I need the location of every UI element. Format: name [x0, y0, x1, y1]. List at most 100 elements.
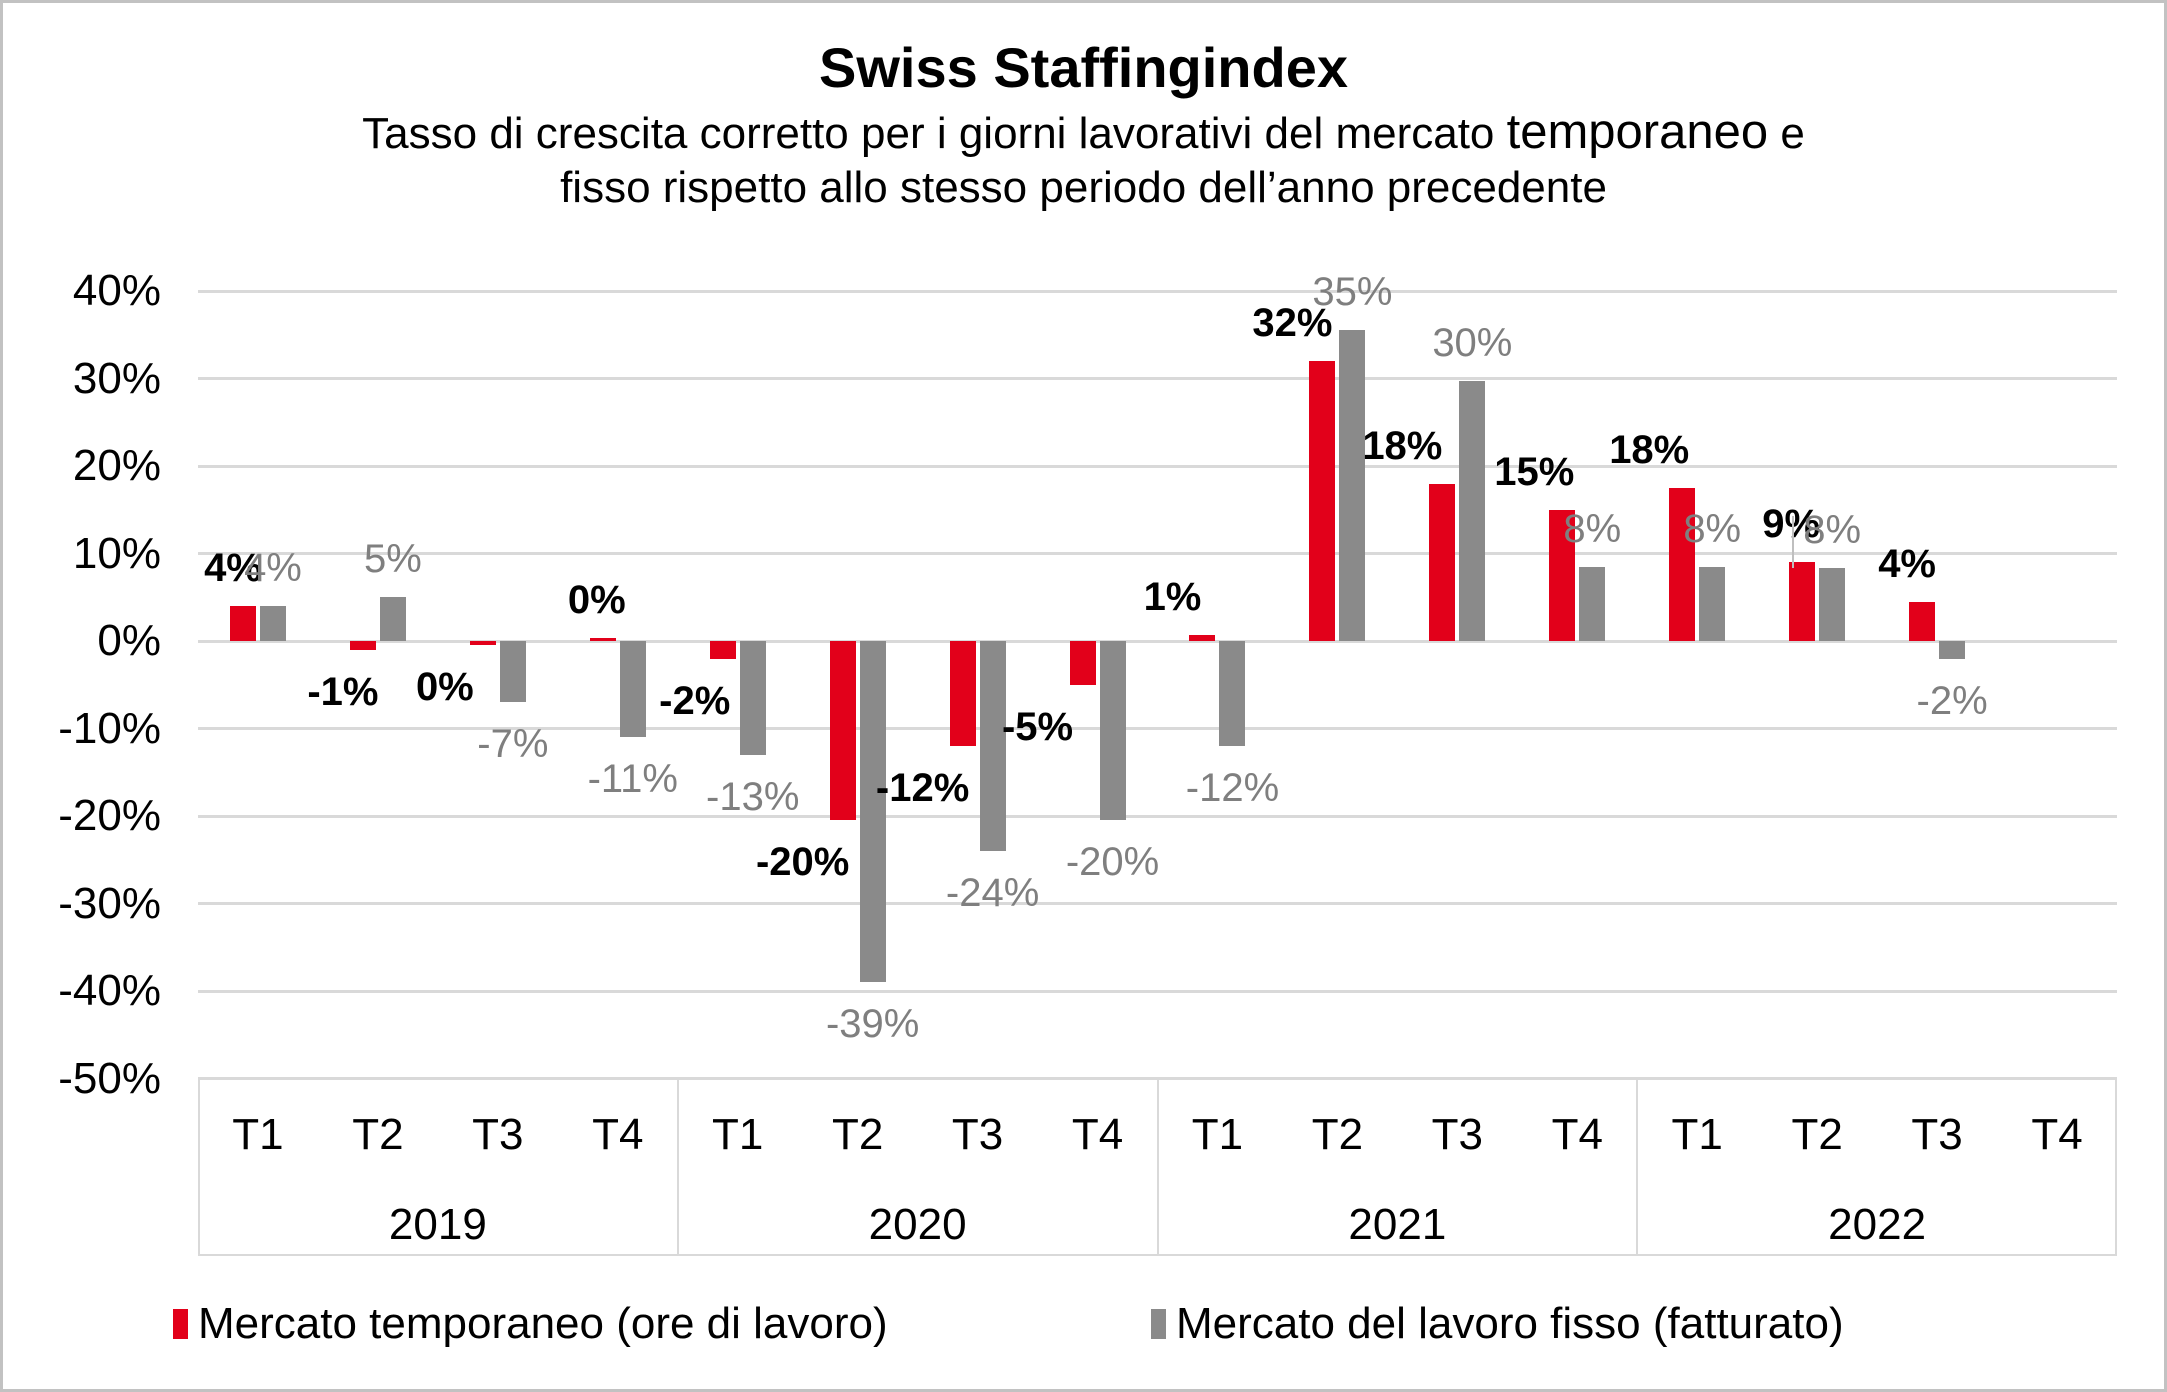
fisso-bar-label: -39%	[825, 1002, 920, 1047]
quarter-label: T4	[1551, 1110, 1603, 1159]
quarter-label: T3	[1911, 1110, 1963, 1159]
year-divider	[1156, 1078, 1159, 1256]
plot-area: 40% 30% 20% 10% 0% -10% -20% -30% -40% -50% 2019 T1…	[3, 3, 2164, 1389]
fisso-bar-label: -20%	[1065, 840, 1160, 885]
fisso-bar-label: 8%	[1803, 508, 1862, 553]
y-axis-tick: 0%	[97, 616, 161, 665]
fisso-bar	[1579, 566, 1606, 641]
temp-bar	[229, 606, 256, 641]
temp-bar-label: 18%	[1362, 423, 1443, 468]
year-label: 2020	[868, 1200, 967, 1249]
temp-bar	[1669, 487, 1696, 641]
temp-bar-label: 0%	[415, 664, 474, 709]
fisso-bar-label: 8%	[1683, 506, 1742, 551]
fisso-bar-label: 35%	[1312, 270, 1393, 315]
y-axis-tick: -30%	[58, 878, 161, 928]
gridline	[198, 464, 2117, 468]
temp-bar	[589, 637, 616, 641]
fisso-bar	[1819, 568, 1846, 641]
temp-bar-label: 1%	[1143, 574, 1202, 619]
temp-bar-label: 4%	[204, 546, 262, 590]
fisso-bar-label: 5%	[364, 537, 422, 582]
gridline	[198, 814, 2117, 818]
temp-bar-label: 18%	[1609, 427, 1690, 472]
temp-bar-label: 0%	[567, 577, 626, 622]
fisso-bar	[1939, 641, 1966, 659]
temp-bar-label: -20%	[755, 840, 850, 885]
fisso-bar-label: -24%	[945, 871, 1040, 915]
temp-bar	[829, 641, 856, 821]
y-axis-tick: 20%	[72, 441, 161, 490]
quarter-label: T2	[831, 1110, 884, 1159]
fisso-bar	[1219, 641, 1246, 746]
gridline	[198, 989, 2117, 993]
quarter-label: T4	[1071, 1110, 1124, 1159]
fisso-bar	[1459, 381, 1486, 641]
year-label: 2019	[388, 1200, 487, 1249]
fisso-bar-label: -12%	[1185, 766, 1280, 810]
temp-bar-label: -5%	[1001, 704, 1074, 749]
year-divider	[1636, 1078, 1639, 1256]
quarter-label: T2	[1791, 1110, 1843, 1159]
quarter-label: T4	[592, 1110, 644, 1159]
fisso-bar	[979, 641, 1006, 851]
legend-label-temporaneo: Mercato temporaneo (ore di lavoro)	[198, 1299, 888, 1348]
temp-bar-label: -1%	[307, 669, 379, 714]
chart-subtitle: Tasso di crescita corretto per i giorni …	[3, 105, 2164, 215]
fisso-bar	[499, 641, 526, 703]
y-axis-tick: 40%	[72, 266, 161, 315]
legend-label-fisso: Mercato del lavoro fisso (fatturato)	[1176, 1299, 1844, 1348]
fisso-bar	[379, 597, 406, 641]
temp-bar-label: -2%	[659, 678, 731, 723]
gridline	[198, 289, 2117, 293]
legend-swatch-temporaneo-icon	[173, 1309, 188, 1339]
legend-item-fisso: Mercato del lavoro fisso (fatturato)	[1151, 1299, 1844, 1349]
y-axis-tick: -40%	[58, 966, 161, 1015]
temp-bar	[1429, 483, 1456, 641]
temp-bar	[1189, 634, 1216, 641]
temp-bar	[709, 641, 736, 659]
quarter-label: T3	[951, 1110, 1004, 1159]
quarter-label: T2	[352, 1110, 404, 1159]
temp-bar	[1909, 601, 1936, 641]
fisso-bar-label: 8%	[1563, 506, 1622, 551]
fisso-bar-label: -2%	[1916, 678, 1988, 723]
temp-bar	[349, 641, 376, 650]
gridline	[198, 727, 2117, 730]
y-axis-tick: -10%	[58, 703, 161, 753]
y-axis-tick: 30%	[72, 353, 161, 403]
gridline	[198, 377, 2117, 380]
y-axis-tick: -50%	[58, 1053, 161, 1103]
gridline	[198, 902, 2117, 905]
gridline	[198, 639, 2117, 643]
fisso-bar	[1699, 566, 1726, 641]
quarter-label: T1	[1191, 1110, 1244, 1159]
fisso-bar-label: 4%	[244, 546, 302, 590]
fisso-bar-label: -7%	[477, 722, 549, 767]
temp-bar-label: 4%	[1878, 541, 1936, 586]
temp-bar	[1789, 562, 1816, 641]
y-axis-tick: 10%	[72, 528, 161, 578]
fisso-bar	[259, 606, 286, 641]
temp-bar	[949, 641, 976, 746]
temp-bar	[1549, 509, 1576, 641]
temp-bar-label: -12%	[875, 766, 970, 810]
temp-bar	[1309, 361, 1336, 641]
quarter-label: T1	[712, 1110, 764, 1159]
year-label: 2021	[1348, 1200, 1447, 1249]
quarter-label: T4	[2031, 1110, 2083, 1159]
chart-title: Swiss Staffingindex	[819, 36, 1348, 99]
fisso-bar	[1099, 641, 1126, 821]
y-axis-tick: -20%	[58, 791, 161, 840]
temp-bar	[1069, 641, 1096, 685]
temp-bar	[469, 641, 496, 645]
fisso-bar-label: 30%	[1432, 321, 1513, 366]
fisso-bar	[739, 641, 766, 755]
fisso-bar-label: -13%	[706, 774, 800, 819]
gridline	[198, 552, 2117, 555]
subtitle-highlight-word: temporaneo	[1506, 105, 1769, 159]
subtitle-line1-suffix: e	[1768, 109, 1805, 158]
temp-bar-label: 15%	[1494, 449, 1575, 494]
subtitle-line1-prefix: Tasso di crescita corretto per i giorni …	[362, 109, 1507, 158]
